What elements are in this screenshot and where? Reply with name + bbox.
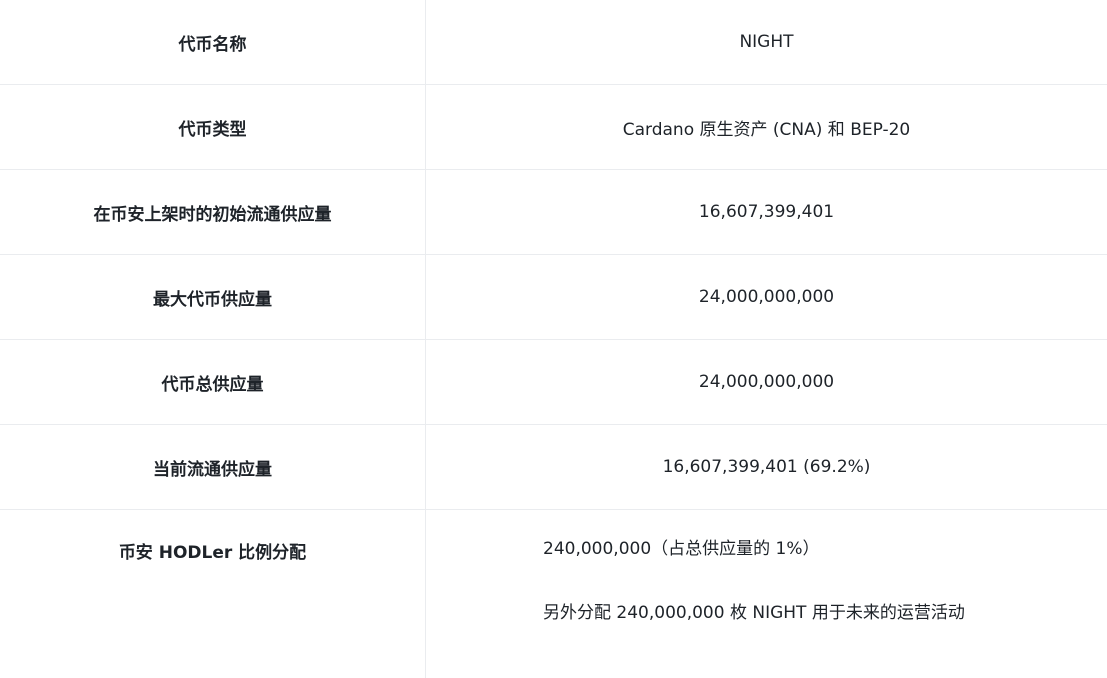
hodler-additional-allocation: 另外分配 240,000,000 枚 NIGHT 用于未来的运营活动 — [543, 602, 1107, 624]
row-label: 代币名称 — [0, 0, 426, 85]
row-label: 币安 HODLer 比例分配 — [0, 510, 426, 678]
hodler-allocation: 240,000,000（占总供应量的 1%） — [543, 538, 1107, 560]
row-value: 240,000,000（占总供应量的 1%） 另外分配 240,000,000 … — [426, 510, 1107, 678]
row-value: 16,607,399,401 — [426, 170, 1107, 255]
row-label: 最大代币供应量 — [0, 255, 426, 340]
row-value: Cardano 原生资产 (CNA) 和 BEP-20 — [426, 85, 1107, 170]
row-value: 24,000,000,000 — [426, 340, 1107, 425]
row-value: 24,000,000,000 — [426, 255, 1107, 340]
table-row: 币安 HODLer 比例分配 240,000,000（占总供应量的 1%） 另外… — [0, 510, 1107, 678]
row-label: 在币安上架时的初始流通供应量 — [0, 170, 426, 255]
row-value: NIGHT — [426, 0, 1107, 85]
row-label: 代币总供应量 — [0, 340, 426, 425]
row-label: 代币类型 — [0, 85, 426, 170]
row-label: 当前流通供应量 — [0, 425, 426, 510]
row-value: 16,607,399,401 (69.2%) — [426, 425, 1107, 510]
